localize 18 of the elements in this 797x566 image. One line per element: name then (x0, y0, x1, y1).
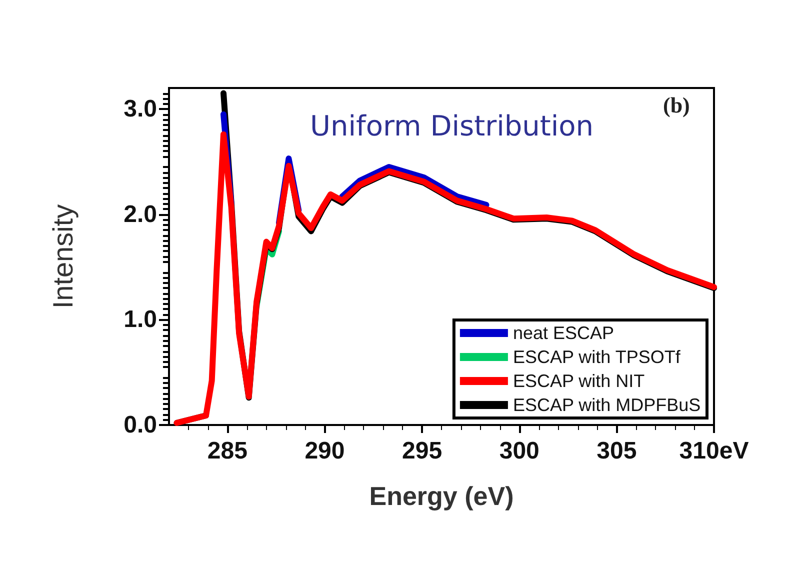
x-axis-title: Energy (eV) (369, 481, 514, 511)
x-tick-label: 300 (499, 438, 540, 464)
annotation: Uniform Distribution (310, 110, 594, 142)
x-tick-label: 295 (402, 438, 442, 464)
x-tick-label: 285 (207, 438, 248, 464)
y-axis-title: Intensity (48, 204, 78, 309)
annotation: (b) (663, 92, 690, 118)
x-tick-label: 290 (304, 438, 345, 464)
y-tick-label: 0.0 (124, 412, 157, 438)
legend-label: ESCAP with MDPFBuS (512, 395, 701, 415)
legend-label: neat ESCAP (512, 323, 614, 343)
x-tick-label: 305 (596, 438, 637, 464)
legend-label: ESCAP with TPSOTf (512, 347, 682, 367)
y-tick-label: 1.0 (124, 306, 157, 334)
legend-label: ESCAP with NIT (512, 371, 645, 391)
y-tick-label: 3.0 (124, 96, 157, 123)
y-tick-label: 2.0 (124, 200, 157, 228)
x-tick-label: 310eV (679, 438, 749, 464)
